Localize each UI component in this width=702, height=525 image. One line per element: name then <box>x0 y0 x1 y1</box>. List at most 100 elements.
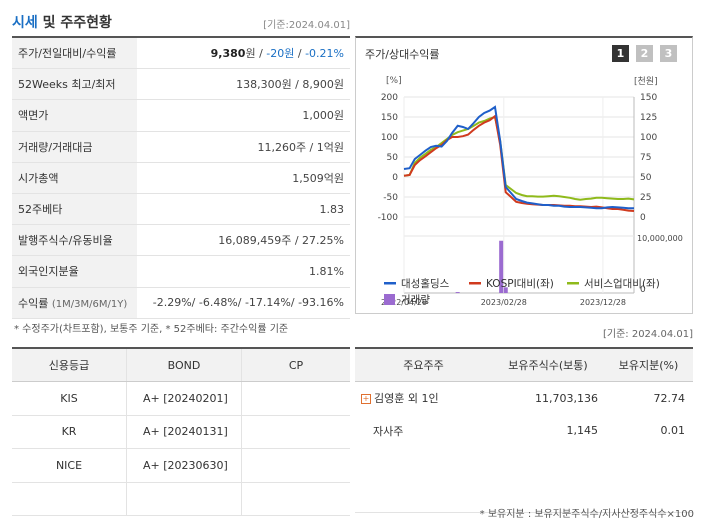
left-tick-label: 150 <box>381 113 398 123</box>
volume-tick-label: 0 <box>640 285 646 295</box>
left-tick-label: 200 <box>381 93 398 103</box>
x-tick-label: 2023/02/28 <box>481 298 527 307</box>
current-price: 9,380 <box>210 47 246 61</box>
info-label: 주가/전일대비/수익률 <box>12 36 137 70</box>
volume-bar <box>503 287 508 293</box>
holders-header: 보유주식수(보통) <box>492 347 604 382</box>
info-row-face-value: 액면가 1,000원 <box>12 99 350 132</box>
holder-ratio: 0.01 <box>660 424 686 438</box>
holder-name <box>355 447 492 480</box>
price-change: -20원 <box>266 47 295 61</box>
info-row-volume: 거래량/거래대금 11,260주 / 1억원 <box>12 131 350 163</box>
credit-cp <box>241 448 350 483</box>
info-value: 138,300원 / 8,900원 <box>137 68 350 101</box>
right-tick-label: 75 <box>640 153 651 163</box>
series-line <box>403 105 634 210</box>
info-label: 외국인지분율 <box>12 255 137 288</box>
credit-header: 신용등급 <box>12 347 127 382</box>
chart-svg: [%] [천원] 200 150 150 125 100 100 50 75 0 50 -50 25 -10… <box>378 76 683 307</box>
stock-info-table: 주가/전일대비/수익률 9,380원 / -20원 / -0.21% 52Wee… <box>12 36 350 319</box>
chart-axis-labels: [%] [천원] 200 150 150 125 100 100 50 75 0 50 -50 25 -10… <box>378 76 683 307</box>
x-tick-label: 2022/04/29 <box>381 298 427 307</box>
credit-row: NICE A+ [20230630] <box>12 448 350 483</box>
credit-cp <box>241 415 350 449</box>
chart-tab-3[interactable]: 3 <box>660 45 677 62</box>
holder-ratio: 72.74 <box>653 391 686 405</box>
holder-ratio <box>604 479 693 513</box>
info-value: 1,509억원 <box>137 162 350 194</box>
info-label: 액면가 <box>12 99 137 132</box>
credit-cp <box>241 381 350 416</box>
credit-agency <box>12 482 127 516</box>
volume-bar <box>455 292 460 294</box>
info-label: 거래량/거래대금 <box>12 131 137 163</box>
credit-row: KR A+ [20240131] <box>12 415 350 449</box>
holder-ratio <box>604 447 693 480</box>
holder-shares: 11,703,136 <box>535 391 598 405</box>
left-tick-label: 50 <box>387 153 399 163</box>
credit-agency: NICE <box>12 448 127 483</box>
shareholders-table: 주요주주 보유주식수(보통) 보유지분(%) + 김영훈 외 1인 11,703,… <box>355 347 693 513</box>
info-row-beta: 52주베타 1.83 <box>12 193 350 226</box>
price-change-rate: -0.21% <box>305 47 344 61</box>
info-label: 52주베타 <box>12 193 137 226</box>
holders-header: 보유지분(%) <box>604 347 693 382</box>
holders-note: * 보유지분 : 보유지분주식수/지사산정주식수×100 <box>479 509 694 520</box>
credit-header: BOND <box>126 347 242 382</box>
legend-label: 거래량 <box>401 294 430 306</box>
right-tick-label: 150 <box>640 93 657 103</box>
credit-rating-table: 신용등급 BOND CP KIS A+ [20240201] KR A+ [2024… <box>12 347 350 516</box>
chart-lines <box>403 105 635 212</box>
holder-shares <box>492 479 604 513</box>
credit-cp <box>241 482 350 516</box>
credit-agency: KR <box>12 415 127 449</box>
legend-label: 서비스업대비(좌) <box>584 277 660 290</box>
volume-tick-label: 10,000,000 <box>637 234 683 243</box>
info-value: 16,089,459주 / 27.25% <box>137 224 350 257</box>
legend-swatch <box>567 282 579 285</box>
info-label: 수익률 (1M/3M/6M/1Y) <box>12 287 137 319</box>
holder-shares <box>492 447 604 480</box>
price-unit: 원 <box>245 47 256 61</box>
legend-swatch <box>469 282 481 285</box>
credit-header-row: 신용등급 BOND CP <box>12 347 350 382</box>
holder-row <box>355 447 693 480</box>
info-value: 11,260주 / 1억원 <box>137 131 350 163</box>
info-value: 1,000원 <box>137 99 350 132</box>
series-line <box>403 114 635 212</box>
chart-legend: 대성홀딩스 KOSPI대비(좌) 서비스업대비(좌) 거래량 <box>384 277 660 306</box>
left-tick-label: 0 <box>392 173 398 183</box>
chart-title: 주가/상대수익률 <box>365 48 440 61</box>
right-tick-label: 50 <box>640 173 652 183</box>
legend-label: 대성홀딩스 <box>401 277 450 290</box>
x-tick-label: 2023/12/28 <box>580 298 626 307</box>
holder-name: 자사주 <box>373 424 404 438</box>
returns-label: 수익률 <box>18 296 49 310</box>
credit-row: KIS A+ [20240201] <box>12 381 350 416</box>
right-tick-label: 100 <box>640 133 657 143</box>
legend-swatch <box>384 294 395 305</box>
holder-row <box>355 479 693 513</box>
holder-name <box>355 479 492 513</box>
credit-bond: A+ [20240131] <box>126 415 242 449</box>
holder-name: 김영훈 외 1인 <box>374 392 439 406</box>
info-value: 1.81% <box>137 255 350 288</box>
holder-shares: 1,145 <box>566 424 599 438</box>
expand-plus-icon[interactable]: + <box>361 394 371 405</box>
chart-tab-1[interactable]: 1 <box>612 45 629 62</box>
base-date: [기준:2024.04.01] <box>263 20 350 31</box>
info-value-returns: -2.29%/ -6.48%/ -17.14%/ -93.16% <box>137 287 350 319</box>
chart-tab-2[interactable]: 2 <box>636 45 653 62</box>
right-axis-unit: [천원] <box>634 76 658 87</box>
holder-name-cell: + 김영훈 외 1인 <box>355 382 492 415</box>
credit-bond: A+ [20230630] <box>126 448 242 483</box>
holders-header: 주요주주 <box>355 347 492 382</box>
info-value: 1.83 <box>137 193 350 226</box>
right-tick-label: 25 <box>640 193 651 203</box>
holder-row: + 김영훈 외 1인 11,703,136 72.74 <box>355 382 693 415</box>
info-row-market-cap: 시가총액 1,509억원 <box>12 162 350 194</box>
info-row-52weeks: 52Weeks 최고/최저 138,300원 / 8,900원 <box>12 68 350 101</box>
credit-bond: A+ [20240201] <box>126 381 242 416</box>
right-tick-label: 125 <box>640 113 657 123</box>
volume-bars <box>455 240 508 294</box>
